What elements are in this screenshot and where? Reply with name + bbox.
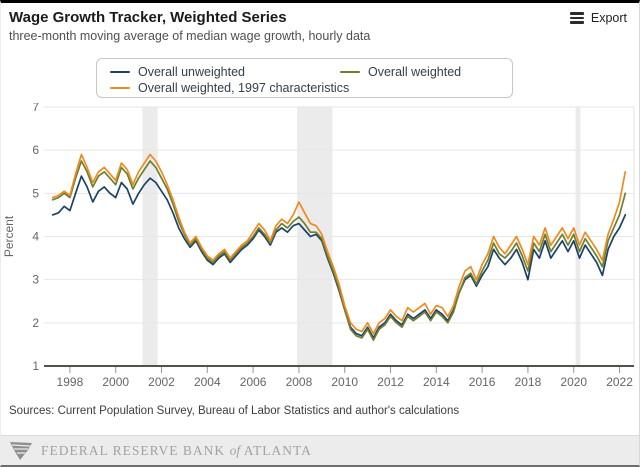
x-tick-label: 2002 [148, 375, 175, 389]
legend-label: Overall weighted [368, 65, 462, 79]
legend-item-overall-unweighted[interactable]: Overall unweighted [110, 65, 340, 79]
legend-swatch-overall-weighted [340, 70, 360, 74]
x-tick-label: 2018 [515, 375, 542, 389]
x-tick-label: 2014 [423, 375, 450, 389]
y-tick-label: 4 [32, 230, 39, 244]
y-tick-label: 5 [32, 186, 39, 200]
x-tick-label: 2000 [102, 375, 129, 389]
fed-footer-bar: FEDERAL RESERVE BANK of ATLANTA [1, 435, 639, 465]
chart-legend: Overall unweighted Overall weighted Over… [96, 58, 513, 98]
export-button-label: Export [590, 11, 627, 25]
legend-swatch-overall-weighted-1997 [110, 86, 130, 90]
y-axis-title: Percent [2, 215, 16, 257]
x-tick-label: 1998 [57, 375, 84, 389]
legend-swatch-overall-unweighted [110, 70, 130, 74]
export-button[interactable]: Export [569, 11, 627, 25]
series-line-overall-weighted[interactable] [51, 160, 627, 341]
legend-item-overall-weighted-1997[interactable]: Overall weighted, 1997 characteristics [110, 81, 349, 95]
series-line-overall-unweighted[interactable] [51, 175, 627, 339]
legend-label: Overall weighted, 1997 characteristics [138, 81, 350, 95]
y-tick-label: 3 [32, 273, 39, 287]
menu-icon[interactable] [569, 12, 584, 24]
page-title: Wage Growth Tracker, Weighted Series [9, 9, 287, 26]
page-subtitle: three-month moving average of median wag… [9, 29, 371, 43]
y-tick-label: 1 [32, 359, 39, 373]
legend-item-overall-weighted[interactable]: Overall weighted [340, 65, 461, 79]
legend-label: Overall unweighted [138, 65, 246, 79]
x-tick-label: 2004 [194, 375, 221, 389]
x-tick-label: 2022 [606, 375, 633, 389]
x-tick-label: 2012 [377, 375, 404, 389]
wage-growth-chart[interactable]: 1 2 3 4 5 6 7 1998 2000 2002 2004 2006 2008 2010 2012 2… [1, 103, 640, 398]
x-tick-label: 2006 [240, 375, 267, 389]
y-tick-label: 2 [32, 316, 39, 330]
y-tick-label: 7 [32, 103, 39, 114]
x-tick-label: 2016 [469, 375, 496, 389]
atlanta-fed-eagle-icon [10, 441, 32, 460]
y-tick-label: 6 [32, 143, 39, 157]
series-line-overall-weighted-1997-characteristics[interactable] [51, 153, 627, 335]
sources-note: Sources: Current Population Survey, Bure… [9, 405, 460, 417]
x-tick-label: 2010 [331, 375, 358, 389]
x-tick-label: 2008 [286, 375, 313, 389]
fed-bank-wordmark: FEDERAL RESERVE BANK of ATLANTA [41, 442, 312, 458]
x-tick-label: 2020 [560, 375, 587, 389]
